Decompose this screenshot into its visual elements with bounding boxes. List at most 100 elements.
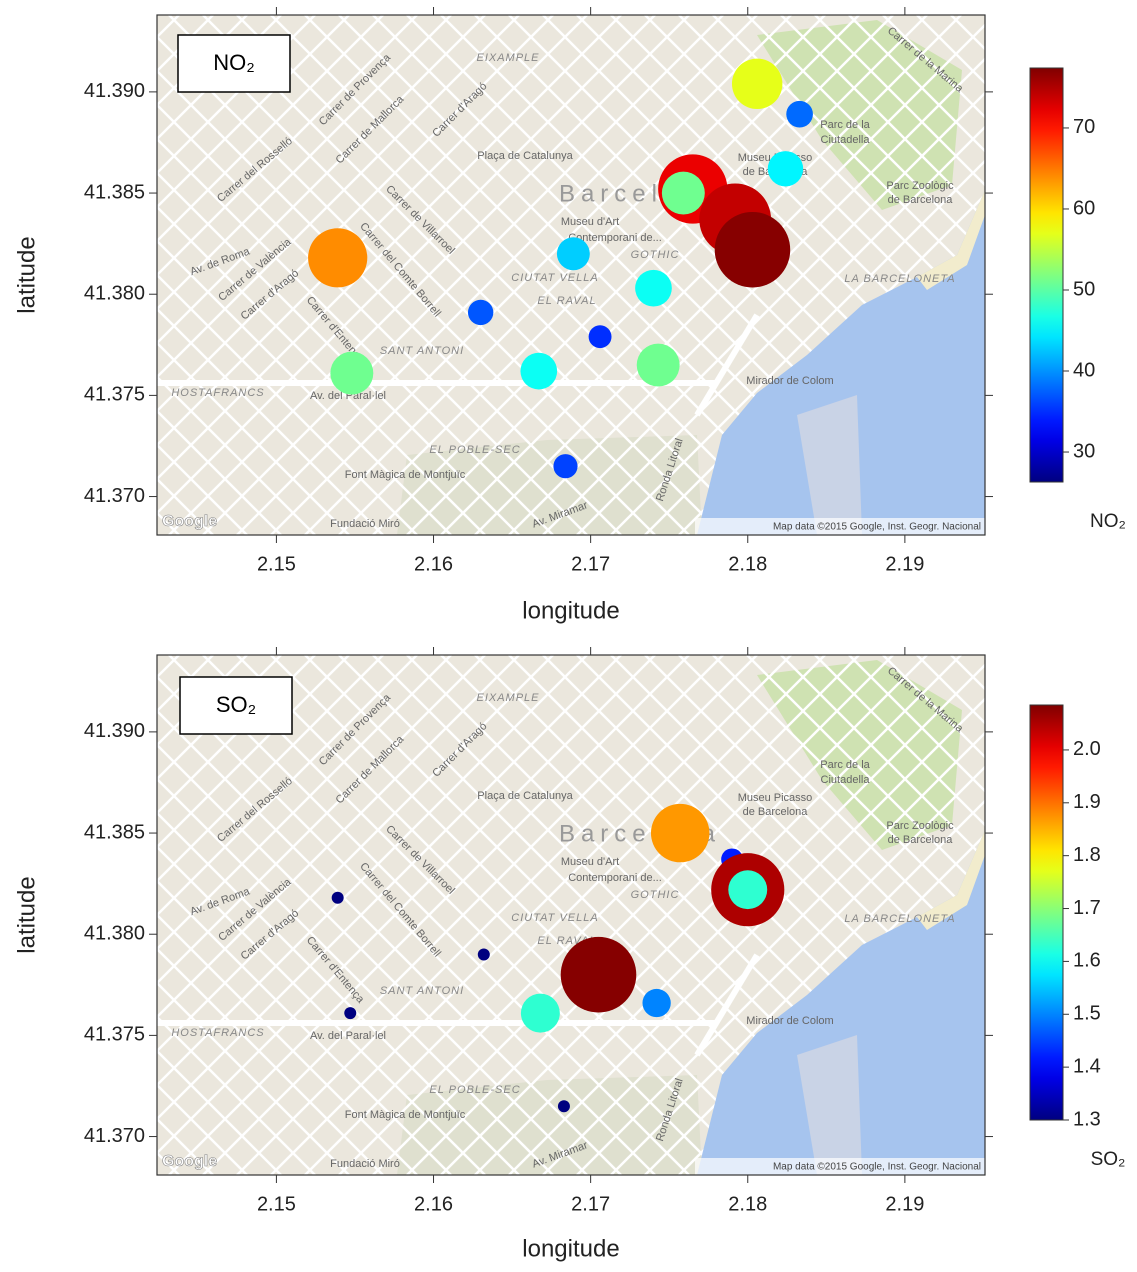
station-point [330,352,373,395]
map-label: EIXAMPLE [476,692,539,704]
x-tick-label: 2.15 [257,1193,296,1215]
y-tick-label: 41.390 [84,720,145,742]
station-point [521,994,560,1033]
station-point [558,1100,570,1112]
x-tick-label: 2.18 [728,1193,767,1215]
colorbar-label: NO₂ [1090,511,1126,532]
map-label: HOSTAFRANCS [171,1027,264,1039]
map-label: Fundació Miró [330,1158,400,1170]
map-label: de Barcelona [743,806,809,818]
attribution: Map data ©2015 Google, Inst. Geogr. Naci… [773,1162,981,1173]
map-label: HOSTAFRANCS [171,387,264,399]
map-label: de Barcelona [888,194,954,206]
station-point [662,172,705,215]
colorbar-tick-label: 1.4 [1073,1055,1101,1077]
colorbar-tick-label: 30 [1073,440,1095,462]
map-label: CIUTAT VELLA [511,272,598,284]
x-tick-label: 2.17 [571,553,610,575]
station-point [308,228,367,287]
colorbar-tick-label: 1.8 [1073,844,1101,866]
station-point [715,212,790,287]
x-tick-label: 2.16 [414,1193,453,1215]
map-label: Plaça de Catalunya [477,150,573,162]
map-label: CIUTAT VELLA [511,912,598,924]
colorbar [1030,705,1063,1120]
station-point [520,353,557,390]
map-label: Font Màgica de Montjuïc [345,1109,466,1121]
map-label: Fundació Miró [330,518,400,530]
station-point [637,344,680,387]
colorbar-tick-label: 1.7 [1073,897,1101,919]
station-point [589,325,612,348]
y-axis-label: latitude [13,236,40,313]
station-point [768,151,803,186]
colorbar [1030,68,1063,482]
colorbar-tick-label: 1.6 [1073,950,1101,972]
map-label: Ciutadella [821,134,871,146]
map-label: Plaça de Catalunya [477,790,573,802]
y-tick-label: 41.375 [84,1024,145,1046]
map-logo: Google [162,1153,217,1170]
x-tick-label: 2.16 [414,553,453,575]
panel-title: SO₂ [216,692,256,717]
street [1121,15,1137,535]
street [1121,15,1137,535]
figure: EIXAMPLEPlaça de CatalunyaBarcelonaMuseu… [0,0,1137,1267]
y-tick-label: 41.385 [84,821,145,843]
map-logo: Google [162,513,217,530]
map-label: Museu d'Art [561,216,619,228]
colorbar-tick-label: 1.3 [1073,1108,1101,1130]
map-label: Mirador de Colom [746,375,833,387]
y-tick-label: 41.380 [84,923,145,945]
map-label: Ciutadella [821,774,871,786]
map-label: SANT ANTONI [380,345,464,357]
panel-title: NO₂ [213,50,255,75]
map-label: Mirador de Colom [746,1015,833,1027]
station-point [728,870,767,909]
map-label: Parc Zoològic [886,820,954,832]
station-point [553,454,577,478]
map-label: Museu Picasso [738,792,813,804]
map-label: Museu d'Art [561,856,619,868]
station-point [732,59,782,109]
colorbar-tick-label: 1.9 [1073,791,1101,813]
y-tick-label: 41.390 [84,80,145,102]
station-point [786,101,813,128]
x-axis-label: longitude [522,597,619,624]
colorbar-tick-label: 60 [1073,197,1095,219]
y-tick-label: 41.375 [84,384,145,406]
y-tick-label: 41.370 [84,1125,145,1147]
station-point [642,989,670,1017]
map-label: GOTHIC [631,249,680,261]
station-point [561,937,637,1013]
x-tick-label: 2.18 [728,553,767,575]
map-label: LA BARCELONETA [844,273,955,285]
colorbar-tick-label: 50 [1073,278,1095,300]
street [1121,655,1137,1175]
station-point [468,300,493,325]
map-label: LA BARCELONETA [844,913,955,925]
map-label: EL POBLE-SEC [429,1084,520,1096]
x-tick-label: 2.19 [885,1193,924,1215]
map-label: EL POBLE-SEC [429,444,520,456]
x-tick-label: 2.15 [257,553,296,575]
y-axis-label: latitude [13,876,40,953]
y-tick-label: 41.370 [84,485,145,507]
colorbar-tick-label: 70 [1073,116,1095,138]
station-point [651,804,709,862]
station-point [478,948,490,960]
map-label: EIXAMPLE [476,52,539,64]
map-label: EL RAVAL [537,295,596,307]
station-point [344,1007,356,1019]
colorbar-tick-label: 40 [1073,359,1095,381]
map-label: Contemporani de... [568,872,662,884]
map-label: Parc de la [820,759,870,771]
map-label: de Barcelona [888,834,954,846]
map-label: Font Màgica de Montjuïc [345,469,466,481]
colorbar-tick-label: 2.0 [1073,738,1101,760]
x-tick-label: 2.17 [571,1193,610,1215]
station-point [557,237,590,270]
y-tick-label: 41.380 [84,283,145,305]
attribution: Map data ©2015 Google, Inst. Geogr. Naci… [773,522,981,533]
